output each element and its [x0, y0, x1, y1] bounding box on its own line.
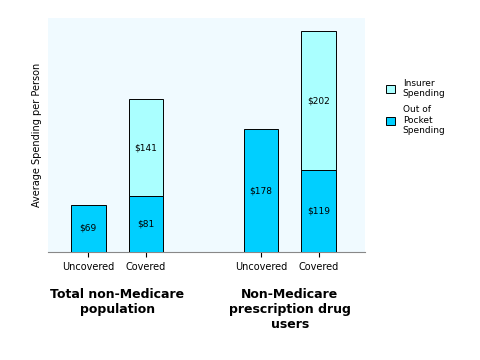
- Bar: [244, 130, 278, 252]
- Y-axis label: Average Spending per Person: Average Spending per Person: [33, 63, 42, 207]
- Bar: [71, 204, 106, 252]
- Legend: Insurer
Spending, Out of
Pocket
Spending: Insurer Spending, Out of Pocket Spending: [383, 75, 449, 139]
- Bar: [301, 31, 336, 170]
- Text: $119: $119: [307, 207, 330, 216]
- Text: $178: $178: [250, 186, 273, 195]
- Text: $141: $141: [134, 143, 157, 152]
- Bar: [301, 170, 336, 252]
- Bar: [129, 196, 163, 252]
- Text: $202: $202: [307, 96, 330, 105]
- Bar: [129, 99, 163, 196]
- Text: Non-Medicare
prescription drug
users: Non-Medicare prescription drug users: [229, 288, 351, 331]
- Text: $69: $69: [80, 224, 97, 233]
- Text: Total non-Medicare
population: Total non-Medicare population: [50, 288, 184, 316]
- Text: $81: $81: [137, 220, 155, 229]
